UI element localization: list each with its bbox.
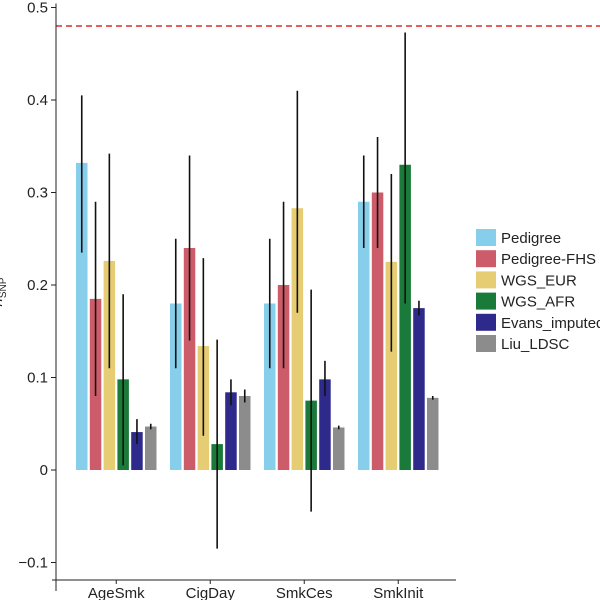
y-axis: −0.1 0 0.1 0.2 0.3 0.4 0.5 — [18, 0, 57, 591]
series-wgs-afr — [117, 32, 411, 549]
y-tick-label: 0.4 — [27, 92, 48, 109]
bar — [385, 261, 398, 470]
bar — [225, 392, 237, 470]
legend-swatch — [476, 313, 496, 331]
y-tick-label: −0.1 — [18, 555, 48, 572]
series-pedigree — [76, 95, 370, 470]
x-tick-label: AgeSmk — [88, 585, 145, 600]
bar — [170, 303, 182, 470]
bar — [76, 162, 88, 470]
plot-area — [56, 25, 600, 549]
y-tick-label: 0.5 — [27, 0, 48, 17]
bar — [264, 303, 276, 470]
legend-label: Pedigree-FHS — [501, 251, 596, 268]
legend-swatch — [476, 271, 496, 289]
bar — [371, 192, 384, 470]
legend-label: Pedigree — [501, 230, 561, 247]
bar — [333, 427, 345, 470]
legend-label: Liu_LDSC — [501, 336, 570, 353]
bar — [183, 248, 196, 470]
y-tick-label: 0.1 — [27, 370, 48, 387]
bar — [399, 164, 411, 470]
y-tick-label: 0 — [40, 462, 48, 479]
x-tick-label: SmkInit — [373, 585, 424, 600]
y-axis-label: hSNP — [0, 277, 9, 306]
legend-swatch — [476, 292, 496, 310]
legend-label: WGS_AFR — [501, 294, 575, 311]
x-axis: AgeSmk CigDay SmkCes SmkInit — [52, 579, 456, 600]
bar — [319, 379, 331, 470]
series-pedigree-fhs — [89, 137, 384, 470]
series-wgs-eur — [103, 90, 398, 470]
x-tick-label: CigDay — [186, 585, 236, 600]
y-tick-label: 0.3 — [27, 185, 48, 202]
legend-label: WGS_EUR — [501, 272, 577, 289]
series-evans-imputed — [131, 300, 425, 470]
bar — [239, 396, 251, 470]
bar — [131, 432, 143, 470]
bar — [427, 397, 439, 470]
legend-swatch — [476, 250, 496, 268]
bar — [358, 201, 370, 470]
series-liu-ldsc — [145, 389, 439, 470]
legend-label: Evans_imputed — [501, 315, 600, 332]
legend-swatch — [476, 335, 496, 352]
legend: Pedigree Pedigree-FHS WGS_EUR WGS_AFR Evans_… — [476, 229, 600, 353]
bar — [291, 208, 304, 470]
bar — [413, 308, 425, 470]
y-tick-label: 0.2 — [27, 277, 48, 294]
bar — [277, 285, 290, 470]
legend-swatch — [476, 229, 496, 246]
bar — [145, 426, 157, 470]
x-tick-label: SmkCes — [276, 585, 333, 600]
